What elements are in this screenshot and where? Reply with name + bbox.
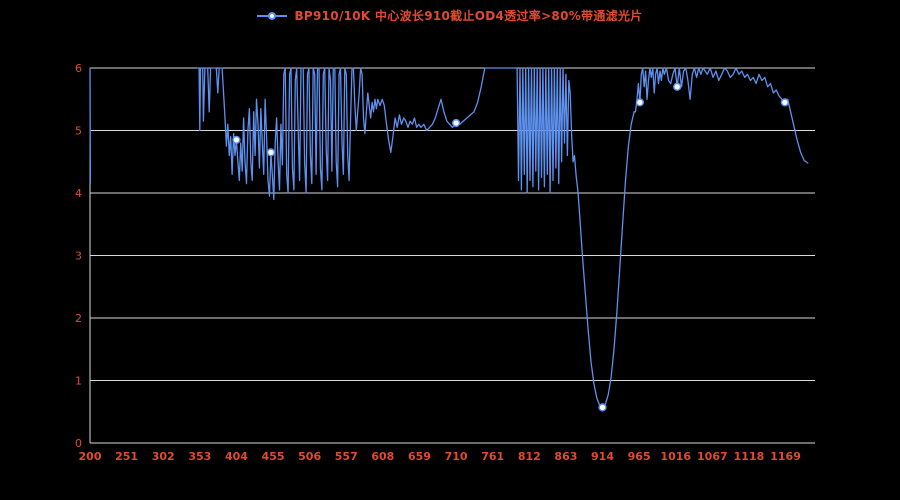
y-tick-label: 0	[75, 437, 82, 450]
y-tick-label: 4	[75, 187, 82, 200]
marker-point	[598, 403, 607, 412]
x-tick-label: 455	[262, 450, 285, 463]
x-tick-label: 251	[115, 450, 138, 463]
x-tick-label: 404	[225, 450, 248, 463]
x-tick-label: 1016	[660, 450, 691, 463]
marker-point	[266, 148, 276, 157]
chart-legend[interactable]: BP910/10K 中心波长910截止OD4透过率>80%带通滤光片	[0, 7, 900, 24]
y-tick-label: 5	[75, 125, 82, 138]
x-tick-label: 761	[481, 450, 504, 463]
marker-point	[232, 135, 241, 145]
marker-point	[451, 118, 461, 128]
x-tick-label: 1118	[734, 450, 765, 463]
x-tick-label: 863	[554, 450, 577, 463]
marker-point	[673, 82, 682, 91]
y-tick-label: 1	[75, 375, 82, 388]
x-tick-label: 608	[371, 450, 394, 463]
x-tick-label: 506	[298, 450, 321, 463]
x-tick-label: 965	[628, 450, 651, 463]
x-tick-label: 1067	[697, 450, 728, 463]
legend-marker-dot	[268, 11, 277, 20]
x-tick-label: 659	[408, 450, 431, 463]
legend-line-marker-icon	[257, 10, 288, 21]
x-tick-label: 1169	[770, 450, 801, 463]
marker-point	[780, 98, 790, 107]
y-tick-label: 6	[75, 62, 82, 75]
x-tick-label: 812	[518, 450, 541, 463]
marker-point	[635, 98, 645, 107]
x-tick-label: 710	[445, 450, 468, 463]
x-tick-label: 200	[79, 450, 102, 463]
x-tick-label: 914	[591, 450, 614, 463]
x-tick-label: 302	[152, 450, 175, 463]
y-tick-label: 3	[75, 250, 82, 263]
x-tick-label: 557	[335, 450, 358, 463]
x-tick-label: 353	[188, 450, 211, 463]
y-tick-label: 2	[75, 312, 82, 325]
series-line	[197, 67, 809, 409]
chart-title: BP910/10K 中心波长910截止OD4透过率>80%带通滤光片	[294, 9, 643, 23]
